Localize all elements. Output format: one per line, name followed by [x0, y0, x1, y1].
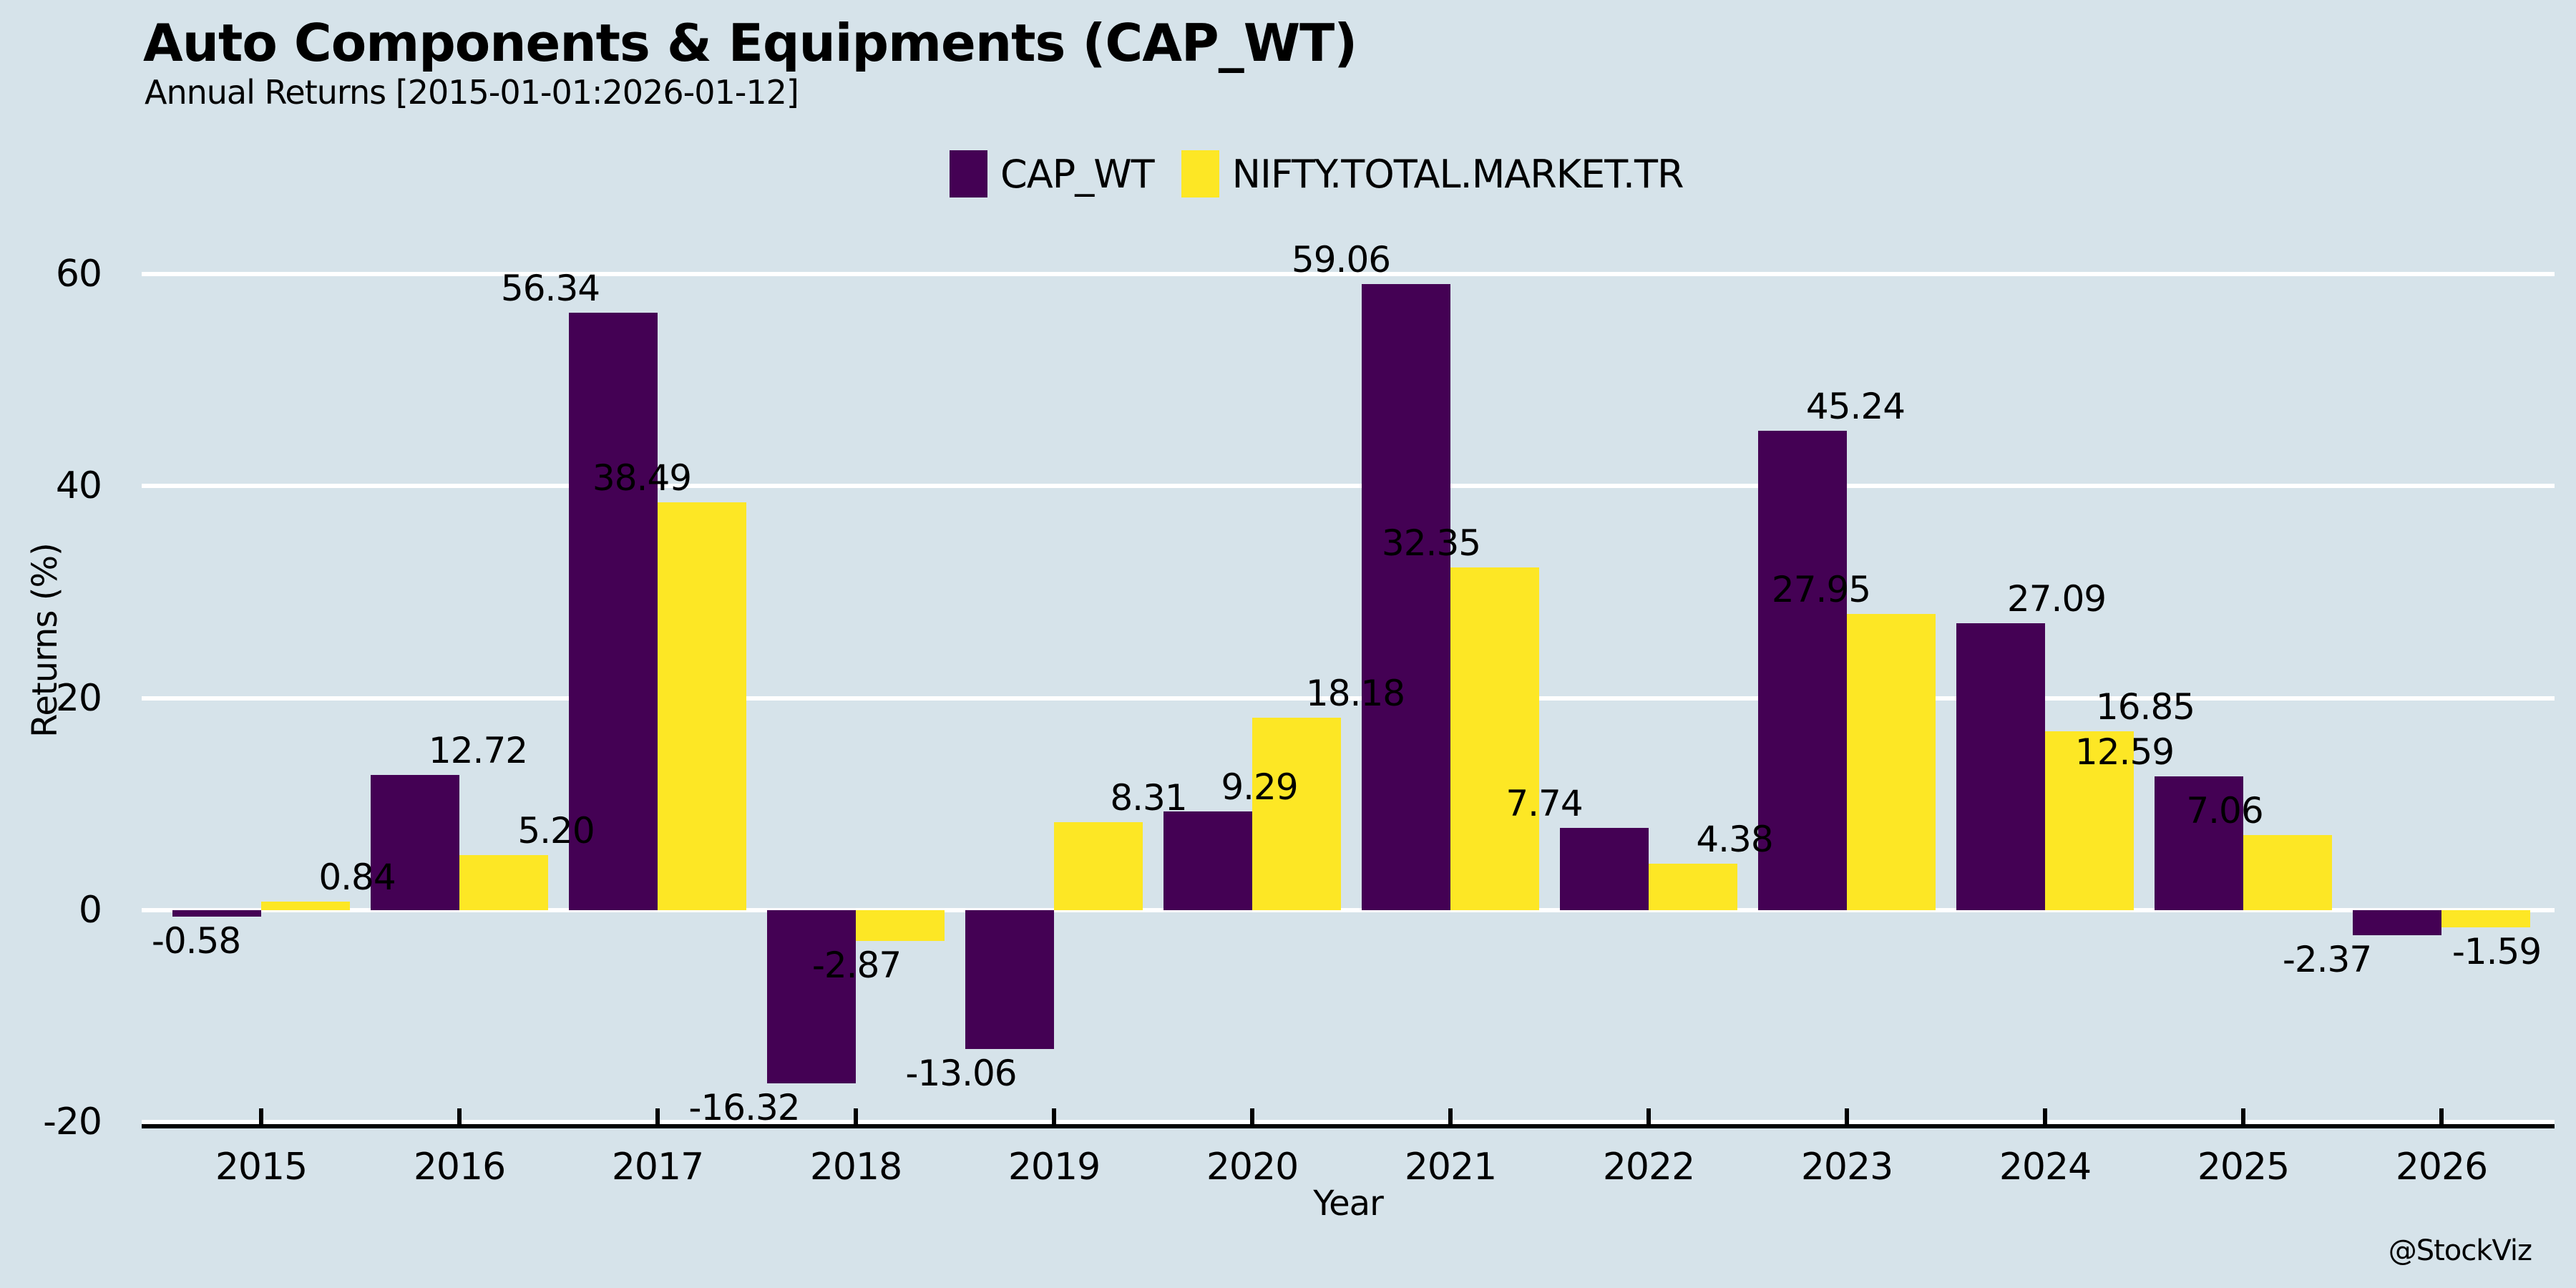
bar	[1649, 864, 1737, 910]
bar	[2243, 835, 2332, 910]
bar-value-label: 12.59	[2074, 731, 2175, 774]
bar-value-label: 32.35	[1381, 522, 1481, 564]
gridline	[142, 271, 2555, 276]
x-tick-label: 2024	[1999, 1146, 2092, 1189]
bar-value-label: 4.38	[1696, 819, 1773, 861]
x-tick-label: 2021	[1404, 1146, 1497, 1189]
bar	[1847, 613, 1936, 910]
bar-value-label: 45.24	[1805, 385, 1906, 427]
x-tick-label: 2016	[413, 1146, 506, 1189]
gridline	[142, 908, 2555, 912]
bar	[658, 502, 746, 910]
bar	[1560, 828, 1649, 910]
gridline	[142, 696, 2555, 701]
bar-value-label: 56.34	[500, 268, 600, 310]
x-tick	[259, 1108, 263, 1124]
x-tick-label: 2015	[215, 1146, 308, 1189]
nifty-swatch-icon	[1181, 150, 1219, 197]
x-axis-line	[142, 1124, 2555, 1128]
x-tick-label: 2019	[1008, 1146, 1101, 1189]
bar	[172, 910, 261, 917]
x-tick	[1250, 1108, 1254, 1124]
bar	[2155, 776, 2243, 910]
y-tick-label: 40	[55, 464, 102, 508]
bar-value-label: -13.06	[905, 1052, 1017, 1094]
bar-value-label: 38.49	[592, 457, 692, 499]
x-tick	[2241, 1108, 2245, 1124]
y-tick-label: 20	[55, 676, 102, 720]
bar	[1163, 811, 1252, 910]
bar-value-label: 8.31	[1110, 776, 1187, 819]
x-tick-label: 2022	[1602, 1146, 1695, 1189]
bar-value-label: -1.59	[2451, 930, 2542, 972]
bar-value-label: -16.32	[688, 1086, 800, 1128]
y-tick-label: -20	[43, 1101, 102, 1144]
x-tick	[1052, 1108, 1056, 1124]
page-title: Auto Components & Equipments (CAP_WT)	[143, 13, 1357, 73]
x-tick-label: 2025	[2197, 1146, 2290, 1189]
bar	[965, 910, 1054, 1049]
y-tick-label: 0	[78, 889, 102, 932]
watermark: @StockViz	[2388, 1234, 2532, 1267]
legend-label-nifty: NIFTY.TOTAL.MARKET.TR	[1231, 151, 1684, 197]
bar	[569, 313, 658, 910]
bar	[1758, 430, 1847, 910]
bar-value-label: 18.18	[1305, 672, 1405, 714]
legend: CAP_WT NIFTY.TOTAL.MARKET.TR	[950, 150, 1684, 197]
bar-value-label: 12.72	[428, 730, 528, 772]
bar	[856, 910, 945, 941]
x-tick-label: 2018	[809, 1146, 902, 1189]
cap-wt-swatch-icon	[950, 150, 987, 197]
bar-value-label: -0.58	[151, 919, 241, 962]
gridline	[142, 1120, 2555, 1125]
bar-value-label: -2.37	[2282, 939, 2372, 981]
bar	[1362, 283, 1450, 910]
bar	[1252, 717, 1341, 910]
bar	[767, 910, 856, 1083]
gridline	[142, 484, 2555, 489]
x-tick-label: 2017	[611, 1146, 704, 1189]
x-tick	[655, 1108, 660, 1124]
x-tick-label: 2023	[1800, 1146, 1893, 1189]
x-tick-label: 2026	[2395, 1146, 2488, 1189]
bar	[1054, 821, 1143, 910]
x-tick	[1646, 1108, 1651, 1124]
y-tick-label: 60	[55, 252, 102, 296]
bar-value-label: 7.74	[1506, 783, 1583, 825]
legend-item-cap-wt: CAP_WT	[950, 150, 1155, 197]
x-tick	[1448, 1108, 1453, 1124]
bar-value-label: 27.95	[1771, 568, 1871, 610]
bar	[261, 901, 350, 910]
x-tick	[2043, 1108, 2047, 1124]
bar	[2441, 910, 2530, 927]
bar	[1956, 623, 2045, 910]
bar-value-label: 5.20	[517, 809, 595, 852]
legend-label-cap-wt: CAP_WT	[1000, 151, 1155, 197]
bar-value-label: 16.85	[2095, 686, 2195, 728]
bar-value-label: 59.06	[1291, 238, 1391, 280]
bar-value-label: 9.29	[1221, 766, 1298, 809]
page-subtitle: Annual Returns [2015-01-01:2026-01-12]	[145, 73, 799, 112]
x-tick	[2439, 1108, 2444, 1124]
bar-value-label: 7.06	[2186, 790, 2263, 832]
x-tick	[457, 1108, 462, 1124]
x-tick	[1845, 1108, 1849, 1124]
bar	[2353, 910, 2441, 936]
bar	[1450, 567, 1539, 910]
bar	[459, 854, 548, 910]
bar-value-label: 27.09	[2006, 577, 2107, 620]
x-tick	[854, 1108, 858, 1124]
x-tick-label: 2020	[1206, 1146, 1299, 1189]
bar	[371, 775, 459, 910]
bar	[2045, 731, 2134, 910]
bar-value-label: 0.84	[318, 856, 396, 898]
x-axis-title: Year	[1313, 1184, 1384, 1224]
legend-item-nifty: NIFTY.TOTAL.MARKET.TR	[1181, 150, 1684, 197]
bar-value-label: -2.87	[811, 944, 902, 986]
